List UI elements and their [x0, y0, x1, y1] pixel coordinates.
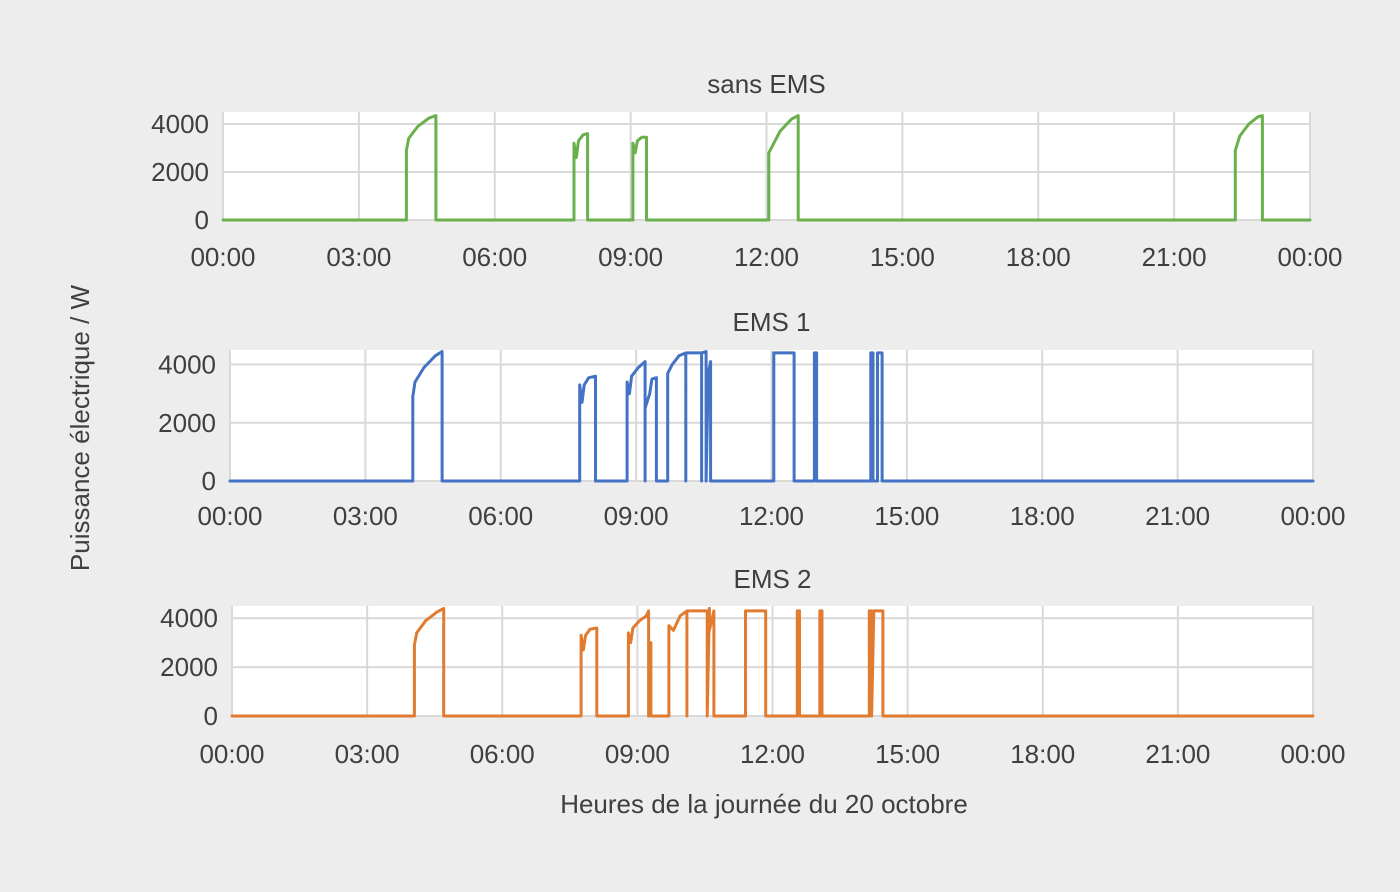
y-tick-label: 2000 [160, 652, 218, 682]
x-tick-label: 12:00 [740, 739, 805, 769]
x-tick-label: 06:00 [462, 242, 527, 272]
x-tick-label: 15:00 [870, 242, 935, 272]
x-tick-label: 00:00 [1280, 739, 1345, 769]
chart-panel: EMS 2 00:00 03:00 06:00 09:00 12:00 15:00 18:00… [160, 564, 1345, 769]
x-tick-label: 12:00 [739, 501, 804, 531]
chart-title: EMS 1 [732, 307, 810, 337]
x-tick-label: 03:00 [326, 242, 391, 272]
series-line [230, 606, 1315, 718]
x-tick-label: 09:00 [605, 739, 670, 769]
x-tick-label: 00:00 [1280, 501, 1345, 531]
chart-title: EMS 2 [733, 564, 811, 594]
x-tick-label: 15:00 [874, 501, 939, 531]
y-tick-label: 0 [202, 466, 216, 496]
x-tick-label: 21:00 [1145, 739, 1210, 769]
x-tick-label: 15:00 [875, 739, 940, 769]
x-tick-label: 09:00 [598, 242, 663, 272]
x-tick-label: 00:00 [197, 501, 262, 531]
x-tick-label: 21:00 [1145, 501, 1210, 531]
chart-title: sans EMS [707, 69, 826, 99]
chart-panels: sans EMS 00:00 03:00 06:00 09:00 12:00 15:00 18… [151, 69, 1345, 769]
x-tick-label: 06:00 [470, 739, 535, 769]
series-line [228, 350, 1315, 483]
x-tick-label: 00:00 [1277, 242, 1342, 272]
y-tick-label: 4000 [160, 603, 218, 633]
x-tick-label: 06:00 [468, 501, 533, 531]
y-tick-label: 2000 [158, 408, 216, 438]
x-tick-label: 12:00 [734, 242, 799, 272]
x-tick-label: 18:00 [1010, 501, 1075, 531]
y-axis-label: Puissance électrique / W [65, 284, 95, 571]
y-tick-label: 4000 [151, 109, 209, 139]
x-axis-label: Heures de la journée du 20 octobre [560, 789, 968, 819]
x-tick-label: 03:00 [335, 739, 400, 769]
x-tick-label: 18:00 [1006, 242, 1071, 272]
series-line [221, 114, 1312, 222]
chart-panel: EMS 1 00:00 03:00 06:00 09:00 12:00 15:00 18:00… [158, 307, 1345, 531]
x-tick-label: 18:00 [1010, 739, 1075, 769]
y-tick-label: 0 [204, 701, 218, 731]
x-tick-label: 00:00 [190, 242, 255, 272]
x-tick-label: 21:00 [1142, 242, 1207, 272]
chart-panel: sans EMS 00:00 03:00 06:00 09:00 12:00 15:00 18… [151, 69, 1342, 272]
y-tick-label: 0 [195, 205, 209, 235]
y-tick-label: 2000 [151, 157, 209, 187]
x-tick-label: 00:00 [199, 739, 264, 769]
x-tick-label: 09:00 [604, 501, 669, 531]
x-tick-label: 03:00 [333, 501, 398, 531]
y-tick-label: 4000 [158, 350, 216, 380]
